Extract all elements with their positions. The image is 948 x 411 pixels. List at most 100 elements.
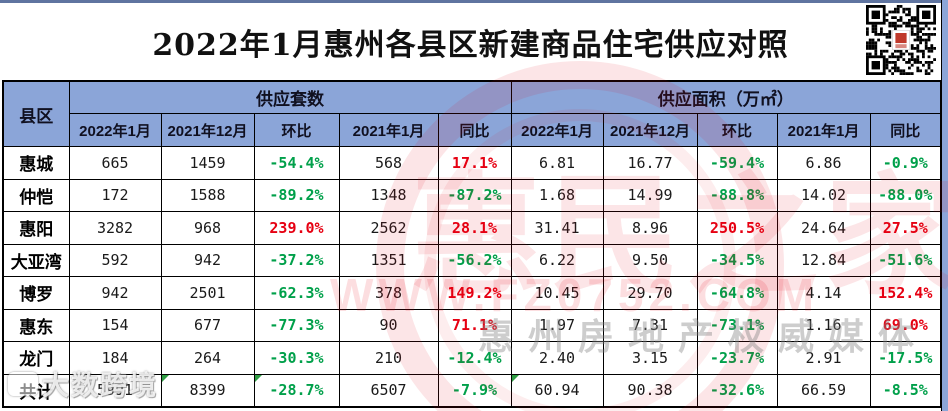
value-cell: 1459: [160, 146, 255, 180]
value-cell: 210: [338, 341, 439, 375]
value-cell: 60.94: [510, 373, 604, 407]
value-cell: 29.70: [602, 276, 698, 310]
value-cell: 16.77: [602, 146, 698, 180]
value-cell: 90: [338, 308, 439, 342]
value-cell: 942: [68, 276, 162, 310]
value-cell: 1.16: [776, 308, 871, 342]
qr-code-icon: [866, 5, 936, 75]
value-cell: 14.02: [776, 178, 871, 212]
table-row: 惠阳 3282 968 239.0% 2562 28.1% 31.41 8.96 250.5% 2…: [2, 211, 942, 245]
value-cell: 24.64: [776, 211, 871, 245]
value-cell: 264: [160, 341, 255, 375]
col-header-units-2022-01: 2022年1月: [68, 113, 162, 147]
col-header-district: 县区: [2, 80, 70, 147]
col-header-area-yoy: 同比: [869, 113, 942, 147]
value-cell: 1348: [338, 178, 439, 212]
district-cell: 惠阳: [2, 211, 70, 245]
value-cell: 1.97: [510, 308, 604, 342]
col-header-units-2021-01: 2021年1月: [338, 113, 439, 147]
value-cell: 3.15: [602, 341, 698, 375]
page-title: 2022年1月惠州各县区新建商品住宅供应对照: [152, 27, 789, 63]
table-row: 仲恺 172 1588 -89.2% 1348 -87.2% 1.68 14.99 -88.8%…: [2, 178, 942, 212]
value-cell: 568: [338, 146, 439, 180]
value-cell: 1.68: [510, 178, 604, 212]
percent-cell: -34.5%: [696, 243, 778, 277]
value-cell: 6507: [338, 373, 439, 407]
percent-cell: -28.7%: [253, 373, 340, 407]
table-row: 大亚湾 592 942 -37.2% 1351 -56.2% 6.22 9.50 -34.5% 1…: [2, 243, 942, 277]
value-cell: 184: [68, 341, 162, 375]
percent-cell: -59.4%: [696, 146, 778, 180]
value-cell: 5991: [68, 373, 162, 407]
district-cell: 大亚湾: [2, 243, 70, 277]
value-cell: 90.38: [602, 373, 698, 407]
value-cell: 7.31: [602, 308, 698, 342]
percent-cell: 17.1%: [437, 146, 512, 180]
percent-cell: -89.2%: [253, 178, 340, 212]
percent-cell: -88.0%: [869, 178, 942, 212]
value-cell: 172: [68, 178, 162, 212]
district-cell: 惠城: [2, 146, 70, 180]
value-cell: 12.84: [776, 243, 871, 277]
percent-cell: -51.6%: [869, 243, 942, 277]
table-row: 惠城 665 1459 -54.4% 568 17.1% 6.81 16.77 -59.4% 6.…: [2, 146, 942, 180]
col-header-area-mom: 环比: [696, 113, 778, 147]
district-cell: 仲恺: [2, 178, 70, 212]
col-header-area-2022-01: 2022年1月: [510, 113, 604, 147]
value-cell: 3282: [68, 211, 162, 245]
table-header-group-row: 县区 供应套数 供应面积（万㎡）: [2, 80, 942, 147]
percent-cell: -30.3%: [253, 341, 340, 375]
value-cell: 2501: [160, 276, 255, 310]
percent-cell: 250.5%: [696, 211, 778, 245]
value-cell: 8.96: [602, 211, 698, 245]
district-cell: 博罗: [2, 276, 70, 310]
value-cell: 378: [338, 276, 439, 310]
col-header-units-mom: 环比: [253, 113, 340, 147]
value-cell: 4.14: [776, 276, 871, 310]
value-cell: 1588: [160, 178, 255, 212]
value-cell: 665: [68, 146, 162, 180]
district-cell: 龙门: [2, 341, 70, 375]
right-border: [941, 0, 948, 411]
percent-cell: 69.0%: [869, 308, 942, 342]
percent-cell: -37.2%: [253, 243, 340, 277]
col-header-units-2021-12: 2021年12月: [160, 113, 255, 147]
percent-cell: -32.6%: [696, 373, 778, 407]
percent-cell: 27.5%: [869, 211, 942, 245]
value-cell: 2.40: [510, 341, 604, 375]
percent-cell: 152.4%: [869, 276, 942, 310]
table-header-sub-row: 2022年1月 2021年12月 环比 2021年1月 同比 2022年1月 2…: [3, 113, 942, 147]
top-border: [0, 0, 948, 3]
percent-cell: -12.4%: [437, 341, 512, 375]
table-row: 博罗 942 2501 -62.3% 378 149.2% 10.45 29.70 -64.8%…: [2, 276, 942, 310]
percent-cell: -17.5%: [869, 341, 942, 375]
value-cell: 942: [160, 243, 255, 277]
percent-cell: -88.8%: [696, 178, 778, 212]
percent-cell: 28.1%: [437, 211, 512, 245]
value-cell: 6.22: [510, 243, 604, 277]
percent-cell: -7.9%: [437, 373, 512, 407]
percent-cell: -62.3%: [253, 276, 340, 310]
col-header-area-2021-01: 2021年1月: [776, 113, 871, 147]
percent-cell: -56.2%: [437, 243, 512, 277]
value-cell: 1351: [338, 243, 439, 277]
value-cell: 9.50: [602, 243, 698, 277]
value-cell: 2562: [338, 211, 439, 245]
value-cell: 14.99: [602, 178, 698, 212]
value-cell: 31.41: [510, 211, 604, 245]
value-cell: 10.45: [510, 276, 604, 310]
percent-cell: -54.4%: [253, 146, 340, 180]
value-cell: 592: [68, 243, 162, 277]
percent-cell: -64.8%: [696, 276, 778, 310]
value-cell: 6.86: [776, 146, 871, 180]
percent-cell: -0.9%: [869, 146, 942, 180]
table-row: 共计 5991 8399 -28.7% 6507 -7.9% 60.94 90.38 -32.6…: [2, 373, 942, 407]
percent-cell: 149.2%: [437, 276, 512, 310]
group-header-units: 供应套数: [68, 80, 512, 114]
supply-table: 县区 供应套数 供应面积（万㎡） 2022年1月 2021年12月 环比 202…: [2, 80, 943, 408]
value-cell: 677: [160, 308, 255, 342]
col-header-units-yoy: 同比: [437, 113, 512, 147]
percent-cell: 71.1%: [437, 308, 512, 342]
district-cell: 共计: [2, 373, 70, 407]
